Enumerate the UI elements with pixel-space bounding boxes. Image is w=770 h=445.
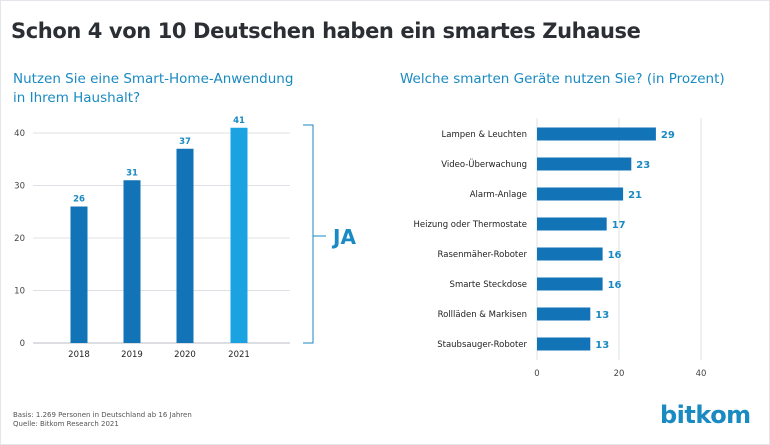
- device-value-label: 29: [661, 130, 675, 141]
- device-value-label: 16: [608, 280, 622, 291]
- category-label: Video-Überwachung: [441, 159, 527, 170]
- device-value-label: 23: [636, 160, 650, 171]
- y-tick-label: 10: [14, 287, 25, 297]
- bar-2020: [176, 148, 194, 343]
- device-bar-chart: 0 20 40 Lampen & Leuchten 29 Video-Überwachun…: [413, 118, 706, 379]
- y-tick-label: 20: [14, 234, 25, 244]
- x-tick-label: 20: [614, 369, 625, 379]
- device-bar: [537, 157, 632, 171]
- device-bar: [537, 217, 607, 231]
- footnote-basis: Basis: 1.269 Personen in Deutschland ab …: [13, 411, 192, 419]
- category-label: Heizung oder Thermostate: [413, 220, 527, 230]
- device-bar: [537, 187, 624, 201]
- bar-value-label: 31: [126, 168, 138, 178]
- bar-value-label: 37: [179, 137, 191, 147]
- y-tick-label: 40: [14, 129, 25, 139]
- device-value-label: 13: [595, 310, 609, 321]
- x-tick-label: 2021: [228, 350, 250, 360]
- category-label: Alarm-Anlage: [470, 190, 527, 200]
- bitkom-logo: bitkom: [660, 401, 751, 429]
- category-label: Staubsauger-Roboter: [437, 340, 527, 350]
- category-label: Lampen & Leuchten: [442, 130, 527, 140]
- bar-2021: [230, 127, 248, 343]
- bar-value-label: 26: [73, 195, 85, 205]
- device-value-label: 16: [608, 250, 622, 261]
- device-value-label: 13: [595, 340, 609, 351]
- left-subtitle-line1: Nutzen Sie eine Smart-Home-Anwendung: [13, 71, 294, 87]
- device-bar: [537, 307, 591, 321]
- x-tick-label: 2020: [174, 350, 196, 360]
- left-chart-subtitle: Nutzen Sie eine Smart-Home-Anwendung in …: [13, 70, 313, 108]
- y-tick-label: 30: [14, 182, 25, 192]
- right-chart-subtitle: Welche smarten Geräte nutzen Sie? (in Pr…: [400, 71, 725, 87]
- ja-label: JA: [331, 225, 356, 249]
- x-tick-label: 2019: [121, 350, 143, 360]
- bar-2018: [70, 206, 88, 343]
- category-label: Rollläden & Markisen: [438, 310, 527, 320]
- category-label: Rasenmäher-Roboter: [438, 250, 528, 260]
- device-value-label: 21: [628, 190, 642, 201]
- x-tick-label: 2018: [68, 350, 90, 360]
- x-tick-label: 40: [696, 369, 707, 379]
- y-tick-label: 0: [20, 339, 25, 349]
- left-subtitle-line2: in Ihrem Haushalt?: [13, 90, 141, 106]
- category-label: Smarte Steckdose: [450, 280, 527, 290]
- bar-value-label: 41: [233, 116, 245, 126]
- ja-bracket: [303, 124, 314, 344]
- device-value-label: 17: [612, 220, 626, 231]
- device-bar: [537, 127, 656, 141]
- page-title: Schon 4 von 10 Deutschen haben ein smart…: [11, 19, 641, 43]
- bar-2019: [123, 180, 141, 343]
- device-bar: [537, 247, 603, 261]
- x-tick-label: 0: [534, 369, 539, 379]
- footnote-source: Quelle: Bitkom Research 2021: [13, 420, 119, 428]
- year-bar-chart: 0 10 20 30 40 26 2018 31 2019 37 2020 41 2021 JA: [14, 116, 356, 360]
- device-bar: [537, 277, 603, 291]
- device-bar: [537, 337, 591, 351]
